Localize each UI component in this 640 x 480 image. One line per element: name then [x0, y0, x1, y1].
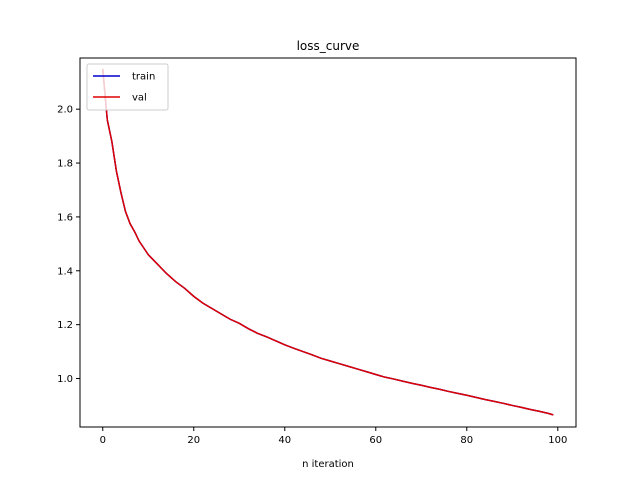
- y-tick-label: 1.0: [57, 374, 73, 385]
- x-tick-label: 80: [460, 435, 473, 446]
- x-tick-label: 40: [278, 435, 291, 446]
- x-axis-label: n iteration: [302, 459, 354, 470]
- y-tick-label: 1.8: [57, 159, 73, 170]
- y-tick-label: 2.0: [57, 105, 73, 116]
- series-line-val: [102, 68, 554, 416]
- chart-title: loss_curve: [297, 39, 360, 53]
- plot-frame: [79, 57, 577, 428]
- series-layer: [102, 68, 554, 416]
- legend-box: [86, 63, 169, 111]
- x-tick-label: 0: [100, 435, 106, 446]
- y-tick-label: 1.6: [57, 212, 73, 223]
- x-tick-label: 60: [369, 435, 382, 446]
- x-axis-ticks: 0 20 40 60 80 100: [100, 427, 567, 446]
- y-tick-label: 1.4: [57, 266, 73, 277]
- x-tick-label: 100: [548, 435, 567, 446]
- y-tick-label: 1.2: [57, 320, 73, 331]
- plot-area: [80, 58, 576, 427]
- legend-label-train: train: [132, 72, 155, 83]
- legend: train val: [86, 63, 169, 111]
- x-tick-label: 20: [187, 435, 200, 446]
- legend-label-val: val: [132, 93, 147, 104]
- y-axis-ticks: 1.0 1.2 1.4 1.6 1.8 2.0: [57, 105, 80, 385]
